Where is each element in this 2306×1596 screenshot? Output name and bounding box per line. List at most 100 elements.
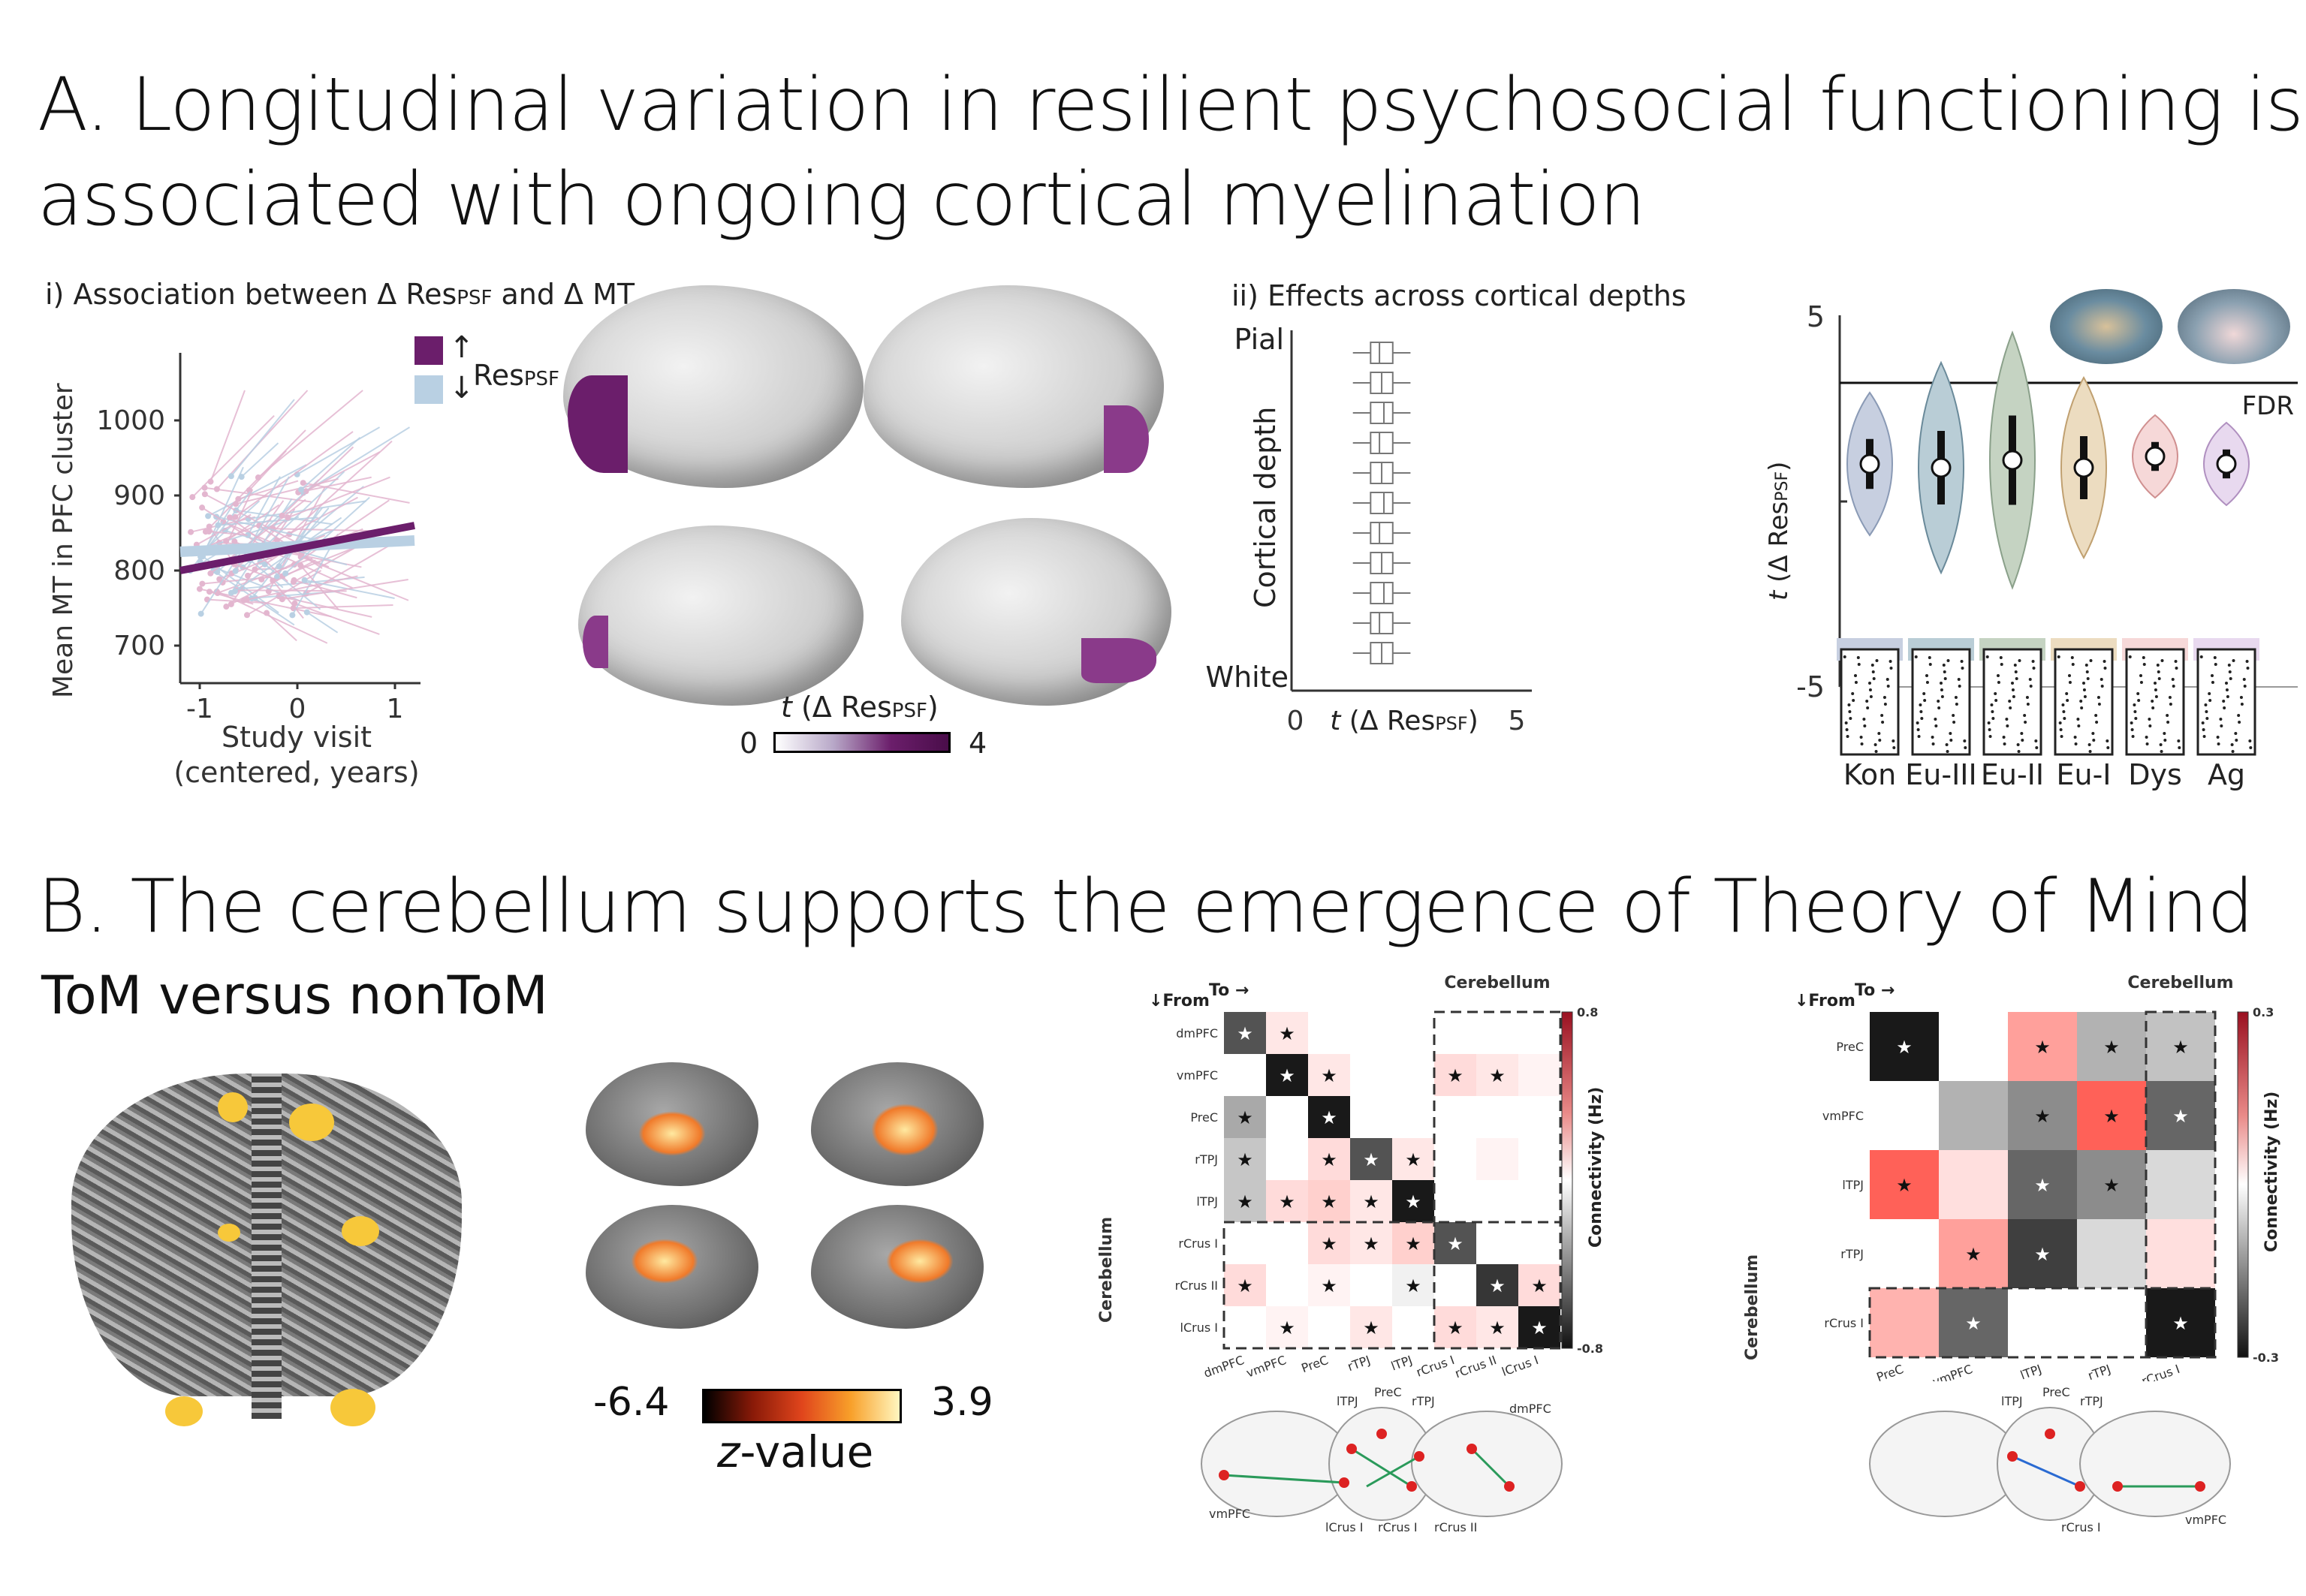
depth-box bbox=[1370, 342, 1394, 364]
cyto-dot bbox=[2216, 736, 2220, 739]
trajectory bbox=[204, 486, 312, 503]
cyto-dot bbox=[2094, 714, 2098, 717]
significance-star: ★ bbox=[1237, 1191, 1253, 1212]
matrix-cell bbox=[1434, 1012, 1476, 1054]
cyto-dot bbox=[2128, 655, 2132, 658]
cyto-dot bbox=[2227, 664, 2231, 667]
matrix-cell bbox=[2146, 1081, 2215, 1150]
cyto-dot bbox=[2226, 695, 2229, 698]
matrix-row-label: rTPJ bbox=[1840, 1247, 1864, 1261]
matrix-cell bbox=[1518, 1138, 1560, 1180]
trajectory bbox=[209, 591, 254, 605]
trajectory-point bbox=[199, 580, 206, 587]
trajectory-point bbox=[258, 576, 265, 583]
depth-box bbox=[1370, 402, 1394, 424]
cerebellum-vermis bbox=[252, 1074, 282, 1419]
cyto-dot bbox=[2014, 670, 2018, 673]
cyto-dot bbox=[2154, 695, 2158, 698]
brain-colorbar-max: 4 bbox=[969, 727, 987, 760]
legend-label: ResPSF bbox=[473, 359, 560, 392]
matrix-cell bbox=[1350, 1222, 1392, 1264]
matrix-cell bbox=[1870, 1219, 1939, 1288]
significance-star: ★ bbox=[1321, 1275, 1337, 1296]
matrix-cell bbox=[1434, 1138, 1476, 1180]
significance-star: ★ bbox=[1279, 1317, 1295, 1339]
cyto-dot bbox=[2103, 667, 2107, 670]
cyto-dot bbox=[2148, 724, 2152, 727]
cyto-dot bbox=[1999, 656, 2003, 659]
cyto-dot bbox=[2013, 664, 2017, 667]
significance-star: ★ bbox=[1405, 1149, 1421, 1170]
cyto-dot bbox=[1958, 685, 1961, 688]
matrix-cell bbox=[1350, 1096, 1392, 1138]
cyto-dot bbox=[2230, 743, 2234, 746]
cyto-dot bbox=[1942, 664, 1946, 667]
cyto-dot bbox=[2202, 728, 2205, 731]
section-b-title: B. The cerebellum supports the emergence… bbox=[38, 864, 2254, 950]
cyto-dot bbox=[2145, 736, 2148, 739]
cyto-dot bbox=[1997, 674, 2000, 677]
matrix-cell bbox=[1350, 1012, 1392, 1054]
activation-blob-1 bbox=[218, 1092, 248, 1122]
cyto-dot bbox=[2156, 664, 2160, 667]
matrix-cell bbox=[2077, 1081, 2146, 1150]
panel-i-scatter: 1000 900 800 700 -1 0 1 Mean MT in PFC cluste… bbox=[48, 353, 421, 789]
depth-box bbox=[1370, 582, 1394, 604]
violin-median bbox=[2216, 453, 2237, 474]
category-label: Ag bbox=[2208, 758, 2245, 791]
cyto-dot bbox=[2213, 656, 2217, 659]
matrix-cell bbox=[1266, 1012, 1308, 1054]
cyto-dot bbox=[2157, 677, 2161, 680]
trajectory bbox=[189, 491, 252, 571]
trajectory-point bbox=[303, 609, 310, 616]
cyto-dot bbox=[2088, 750, 2092, 753]
cyto-dot bbox=[1987, 721, 1991, 724]
y-tick-label: 700 bbox=[113, 631, 165, 661]
category-label: Eu-I bbox=[2056, 758, 2111, 791]
significance-star: ★ bbox=[1279, 1065, 1295, 1086]
cyto-dot bbox=[1859, 736, 1863, 739]
category-label: Eu-II bbox=[1981, 758, 2044, 791]
trajectory-point bbox=[232, 568, 239, 574]
matrix-row-label: vmPFC bbox=[1177, 1068, 1218, 1083]
cyto-dot bbox=[1991, 710, 1994, 713]
depth-box bbox=[1370, 432, 1394, 454]
cyto-dot bbox=[1955, 703, 1958, 706]
matrix-cell bbox=[2146, 1150, 2215, 1219]
cyto-dot bbox=[2106, 739, 2109, 742]
cyto-dot bbox=[1946, 659, 1950, 662]
cyto-dot bbox=[2059, 728, 2063, 731]
significance-star: ★ bbox=[1965, 1244, 1982, 1265]
violin-median bbox=[2145, 446, 2166, 467]
panel-ii-xtick-0: 0 bbox=[1287, 706, 1304, 736]
matrix-cell bbox=[1518, 1222, 1560, 1264]
cyto-dot bbox=[1868, 682, 1871, 685]
cyto-dot bbox=[2157, 670, 2160, 673]
trajectory bbox=[297, 426, 381, 475]
significance-star: ★ bbox=[2034, 1037, 2051, 1058]
violin-median bbox=[2002, 450, 2023, 471]
trajectory-point bbox=[291, 577, 297, 583]
cyto-dot bbox=[2178, 746, 2181, 749]
depth-box bbox=[1370, 492, 1394, 514]
matrix-row-label: PreC bbox=[1836, 1040, 1864, 1054]
cyto-dot bbox=[2003, 742, 2006, 745]
cbar-min: -0.3 bbox=[2253, 1351, 2279, 1365]
cyto-dot bbox=[1922, 692, 1926, 695]
activation-blob-6 bbox=[330, 1389, 375, 1426]
cyto-dot bbox=[2106, 746, 2110, 749]
matrix-cell bbox=[2008, 1081, 2077, 1150]
connectivity-colorbar bbox=[1561, 1011, 1573, 1349]
trajectory bbox=[266, 612, 297, 642]
significance-star: ★ bbox=[1405, 1191, 1421, 1212]
cyto-dot bbox=[2171, 678, 2175, 681]
matrix-cell bbox=[1476, 1096, 1518, 1138]
trajectory bbox=[191, 414, 275, 498]
matrix-cell bbox=[1266, 1306, 1308, 1348]
trajectory bbox=[243, 575, 358, 601]
svg-text:rTPJ: rTPJ bbox=[1412, 1394, 1435, 1408]
cyto-dot bbox=[1925, 674, 1928, 677]
cyto-dot bbox=[2021, 739, 2024, 742]
cyto-dot bbox=[2066, 699, 2069, 702]
significance-star: ★ bbox=[1237, 1149, 1253, 1170]
